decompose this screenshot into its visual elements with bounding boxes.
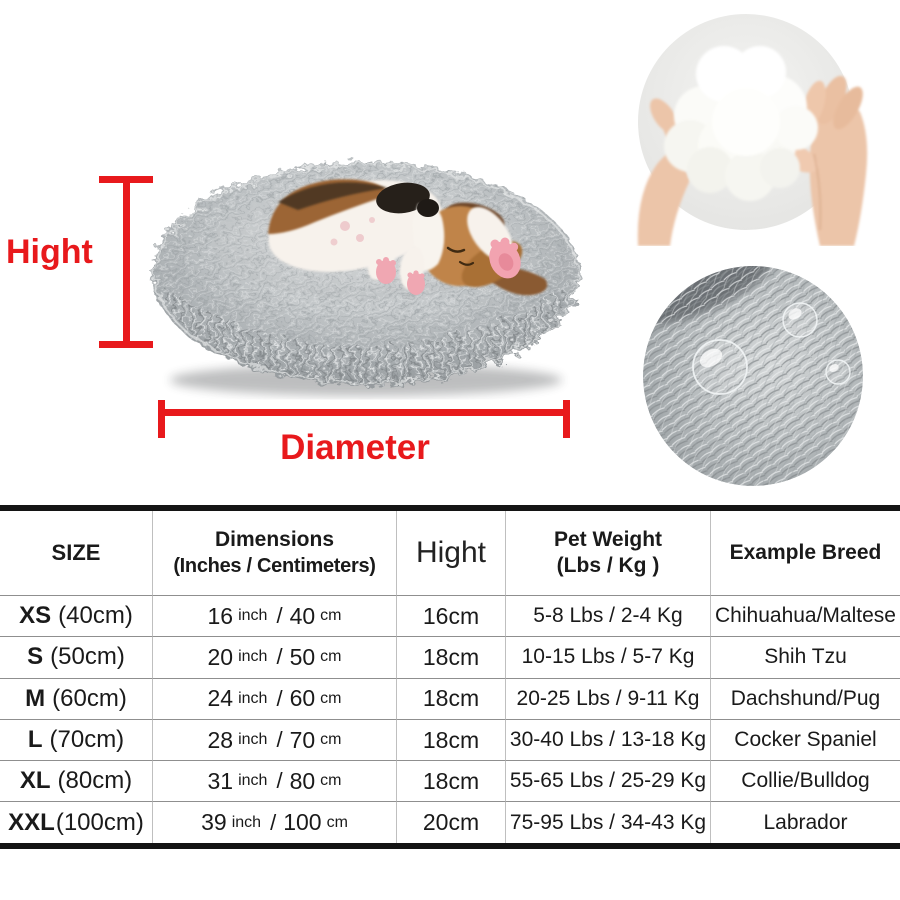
dimensions-cell: 39 inch/100 cm (152, 801, 396, 843)
breed-cell: Dachshund/Pug (710, 677, 900, 719)
dimensions-cell: 28 inch/70 cm (152, 718, 396, 761)
height-measure-icon (99, 176, 153, 348)
table-row-s: S (50cm) 20 inch/50 cm 18cm 10-15 Lbs / 5-7… (0, 636, 900, 678)
dimensions-cell: 16 inch/40 cm (152, 595, 396, 637)
measure-stem (123, 176, 130, 348)
height-cell: 18cm (396, 718, 505, 761)
header-pet-weight: Pet Weight (Lbs / Kg ) (505, 511, 710, 595)
height-cell: 16cm (396, 595, 505, 637)
breed-cell: Shih Tzu (710, 636, 900, 678)
right-hand (769, 75, 868, 246)
table-header-row: SIZE Dimensions (Inches / Centimeters) H… (0, 511, 900, 595)
weight-cell: 55-65 Lbs / 25-29 Kg (505, 760, 710, 802)
size-cell: M (60cm) (0, 677, 152, 719)
table-row-xl: XL (80cm) 31 inch/80 cm 18cm 55-65 Lbs / 25… (0, 760, 900, 802)
plush-fur (643, 266, 863, 486)
measure-cap-right (563, 400, 570, 438)
sleeping-puppy (268, 179, 548, 296)
bubble-medium (782, 302, 818, 338)
size-cell: L (70cm) (0, 718, 152, 760)
bubble-large (692, 339, 748, 395)
breed-cell: Collie/Bulldog (710, 760, 900, 802)
table-row-l: L (70cm) 28 inch/70 cm 18cm 30-40 Lbs / 13-… (0, 718, 900, 761)
header-example-breed: Example Breed (710, 511, 900, 595)
weight-cell: 75-95 Lbs / 34-43 Kg (505, 801, 710, 843)
height-label: Hight (6, 233, 93, 271)
puppy-bed-photo (152, 162, 580, 396)
measure-cap-left (158, 400, 165, 438)
header-size: SIZE (51, 540, 101, 566)
weight-cell: 5-8 Lbs / 2-4 Kg (505, 595, 710, 637)
measure-stem (158, 409, 570, 416)
dimensions-cell: 31 inch/80 cm (152, 760, 396, 802)
diameter-label: Diameter (280, 428, 430, 467)
breed-cell: Chihuahua/Maltese (710, 595, 900, 637)
header-hight: Hight (396, 511, 505, 595)
height-cell: 18cm (396, 636, 505, 678)
water-bubbles (692, 302, 851, 395)
size-cell: XL (80cm) (0, 760, 152, 801)
filling-inset-photo (637, 14, 868, 246)
measure-cap-bottom (99, 341, 153, 348)
table-row-m: M (60cm) 24 inch/60 cm 18cm 20-25 Lbs / 9-1… (0, 677, 900, 719)
weight-cell: 30-40 Lbs / 13-18 Kg (505, 718, 710, 761)
size-cell: S (50cm) (0, 636, 152, 677)
header-dimensions: Dimensions (Inches / Centimeters) (152, 511, 396, 595)
plush-texture-inset-photo (643, 266, 863, 486)
table-row-xxl: XXL (100cm) 39 inch/100 cm 20cm 75-95 Lbs /… (0, 801, 900, 843)
size-chart-table: SIZE Dimensions (Inches / Centimeters) H… (0, 505, 900, 849)
weight-cell: 10-15 Lbs / 5-7 Kg (505, 636, 710, 678)
breed-cell: Cocker Spaniel (710, 718, 900, 761)
weight-cell: 20-25 Lbs / 9-11 Kg (505, 677, 710, 719)
height-cell: 18cm (396, 760, 505, 802)
size-cell: XXL (100cm) (0, 801, 152, 842)
white-filling (664, 46, 818, 201)
bubble-small (825, 359, 851, 385)
diameter-measure-icon (158, 400, 570, 438)
dimensions-cell: 20 inch/50 cm (152, 636, 396, 678)
size-cell: XS (40cm) (0, 595, 152, 636)
height-cell: 18cm (396, 677, 505, 719)
table-row-xs: XS (40cm) 16 inch/40 cm 16cm 5-8 Lbs / 2-4 … (0, 595, 900, 637)
breed-cell: Labrador (710, 801, 900, 843)
dimensions-cell: 24 inch/60 cm (152, 677, 396, 719)
height-cell: 20cm (396, 801, 505, 843)
